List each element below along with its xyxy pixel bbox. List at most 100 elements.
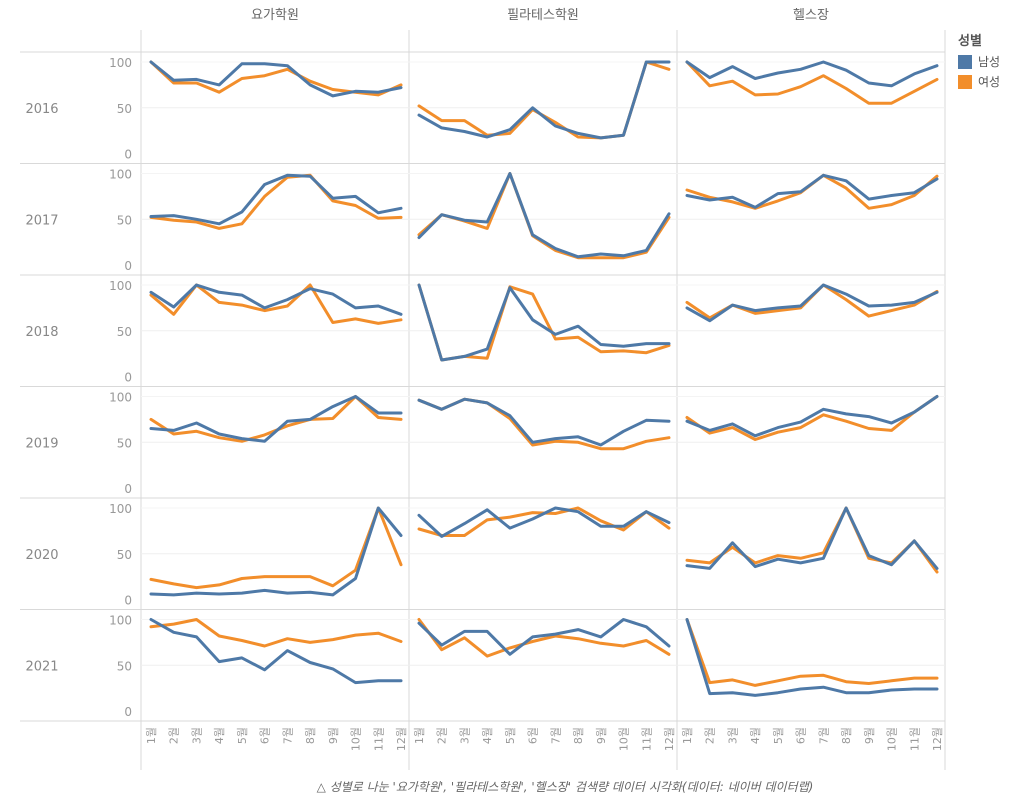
series-line-male [417, 618, 671, 656]
series-line-female [685, 173, 939, 210]
y-tick-label: 100 [109, 614, 132, 628]
x-tick-label: 6월 [527, 727, 540, 744]
row-label: 2021 [25, 659, 58, 674]
series-line-female [685, 283, 939, 320]
x-tick-label: 5월 [504, 727, 517, 744]
x-tick-label: 10월 [886, 727, 899, 751]
series-line-male [149, 60, 403, 98]
series-line-female [149, 173, 403, 230]
x-tick-label: 11월 [640, 727, 653, 751]
row-label: 2017 [25, 213, 58, 228]
x-tick-label: 9월 [595, 727, 608, 744]
x-tick-label: 4월 [749, 727, 762, 744]
figure-caption: △ 성별로 나눈 '요가학원', '필라테스학원', '헬스장' 검색량 데이터… [316, 780, 814, 794]
row-label: 2020 [25, 548, 58, 563]
legend-label-male: 남성 [978, 55, 1001, 69]
y-tick-label: 0 [124, 482, 132, 496]
series-line-female [417, 60, 671, 140]
y-tick-label: 50 [117, 102, 132, 116]
legend-label-female: 여성 [978, 75, 1001, 89]
legend: 성별 남성 여성 [958, 30, 1000, 93]
series-line-male [149, 506, 403, 597]
x-tick-label: 5월 [236, 727, 249, 744]
y-tick-label: 0 [124, 371, 132, 385]
x-tick-label: 6월 [795, 727, 808, 744]
row-label: 2019 [25, 436, 58, 451]
y-tick-label: 0 [124, 259, 132, 273]
legend-item-male[interactable]: 남성 [958, 53, 1000, 70]
x-tick-label: 11월 [372, 727, 385, 751]
series-line-male [149, 173, 403, 226]
x-tick-label: 2월 [704, 727, 717, 744]
x-tick-label: 12월 [663, 727, 676, 751]
x-tick-label: 5월 [772, 727, 785, 744]
series-line-male [685, 173, 939, 209]
series-line-male [685, 395, 939, 438]
column-header: 요가학원 [251, 8, 299, 23]
series-line-male [417, 283, 671, 362]
x-tick-label: 9월 [327, 727, 340, 744]
x-tick-label: 7월 [549, 727, 562, 744]
row-label: 2016 [25, 102, 58, 117]
x-tick-label: 4월 [481, 727, 494, 744]
y-tick-label: 50 [117, 548, 132, 562]
series-line-female [685, 395, 939, 441]
series-line-female [417, 618, 671, 658]
x-tick-label: 7월 [817, 727, 830, 744]
series-line-female [417, 172, 671, 260]
faceted-line-chart: 요가학원 필라테스학원 헬스장 2016 0 50 100 2017 0 50 100 2018 0 50… [20, 8, 946, 770]
y-tick-label: 50 [117, 213, 132, 227]
series-line-male [417, 506, 671, 538]
series-line-male [685, 506, 939, 570]
series-line-female [685, 618, 939, 687]
x-tick-label: 10월 [350, 727, 363, 751]
y-tick-label: 50 [117, 325, 132, 339]
y-tick-label: 100 [109, 502, 132, 516]
x-tick-label: 8월 [840, 727, 853, 744]
x-tick-label: 7월 [281, 727, 294, 744]
x-tick-label: 1월 [681, 727, 694, 744]
legend-title: 성별 [958, 34, 982, 49]
y-tick-label: 50 [117, 659, 132, 673]
x-tick-label: 8월 [304, 727, 317, 744]
series-line-female [685, 506, 939, 574]
legend-swatch-male [958, 54, 972, 69]
y-tick-label: 100 [109, 279, 132, 293]
x-tick-label: 1월 [413, 727, 426, 744]
series-line-female [149, 618, 403, 648]
series-line-male [149, 283, 403, 316]
x-tick-label: 3월 [458, 727, 471, 744]
y-tick-label: 0 [124, 148, 132, 162]
column-header: 헬스장 [793, 8, 829, 23]
y-tick-label: 100 [109, 56, 132, 70]
x-tick-label: 2월 [168, 727, 181, 744]
x-tick-label: 2월 [436, 727, 449, 744]
series-line-female [417, 283, 671, 362]
series-line-male [417, 172, 671, 259]
row-label: 2018 [25, 325, 58, 340]
x-tick-label: 9월 [863, 727, 876, 744]
y-tick-label: 0 [124, 705, 132, 719]
series-line-male [149, 618, 403, 685]
series-line-female [149, 506, 403, 590]
x-tick-label: 1월 [145, 727, 158, 744]
x-tick-label: 8월 [572, 727, 585, 744]
series-line-male [685, 283, 939, 323]
x-tick-label: 3월 [726, 727, 739, 744]
x-tick-label: 10월 [618, 727, 631, 751]
series-line-male [417, 60, 671, 140]
x-tick-label: 6월 [259, 727, 272, 744]
x-tick-label: 11월 [908, 727, 921, 751]
x-tick-label: 12월 [931, 727, 944, 751]
x-tick-label: 3월 [190, 727, 203, 744]
y-tick-label: 0 [124, 594, 132, 608]
legend-item-female[interactable]: 여성 [958, 73, 1000, 90]
legend-swatch-female [958, 74, 972, 89]
x-tick-label: 4월 [213, 727, 226, 744]
series-line-male [417, 397, 671, 447]
series-line-male [685, 618, 939, 697]
series-line-male [685, 60, 939, 88]
column-header: 필라테스학원 [507, 8, 579, 23]
y-tick-label: 50 [117, 436, 132, 450]
x-tick-label: 12월 [395, 727, 408, 751]
